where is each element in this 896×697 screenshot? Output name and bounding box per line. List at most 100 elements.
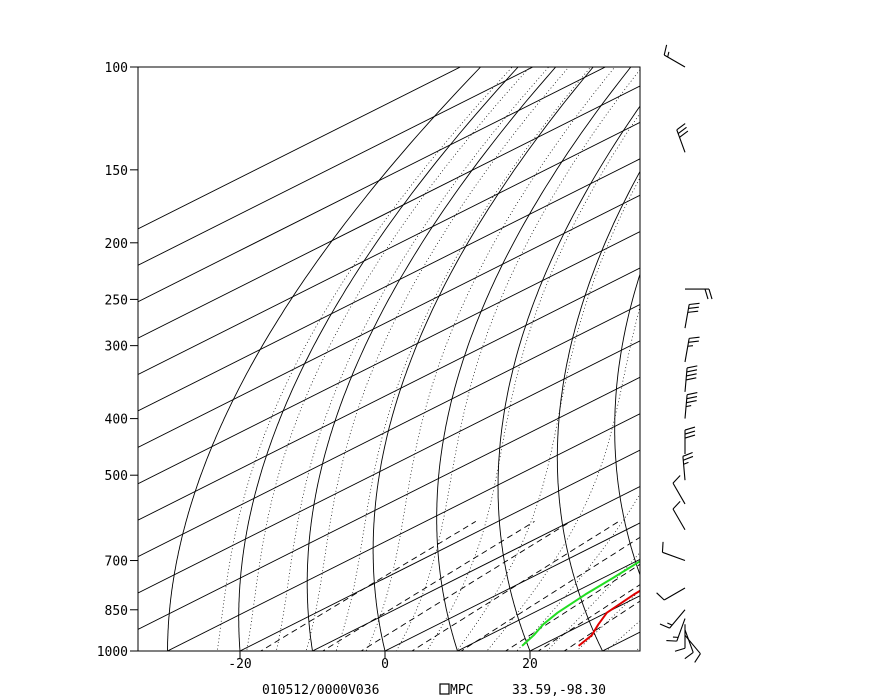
barb-flag	[684, 430, 696, 435]
barb-flag	[677, 126, 687, 134]
temperature-profile-line	[577, 589, 640, 647]
isotherm-line	[138, 85, 640, 339]
wind-barb	[663, 44, 686, 68]
wind-barb	[685, 288, 713, 300]
pressure-tick-label: 700	[105, 555, 128, 570]
barb-flag	[694, 653, 701, 663]
plot-frame	[137, 66, 641, 652]
barb-flag	[686, 400, 697, 404]
pressure-tick-label: 100	[105, 61, 128, 76]
barb-staff	[672, 508, 686, 531]
moist-adiabat-line	[246, 67, 531, 651]
dry-adiabat-line	[372, 67, 594, 651]
barb-flag	[689, 302, 700, 306]
barb-flag	[704, 288, 709, 300]
mixing-ratio-line	[460, 536, 640, 651]
barb-flag	[676, 123, 686, 131]
barb-flag	[688, 340, 699, 343]
isotherm-line	[311, 486, 640, 651]
dry-adiabat-line	[436, 67, 632, 651]
barb-flag	[688, 306, 699, 309]
pressure-tick-label: 300	[105, 340, 128, 355]
barb-half-flag	[685, 405, 692, 408]
wind-barb	[684, 629, 694, 660]
isotherm-line	[138, 67, 534, 266]
mixing-ratio-line	[321, 521, 535, 651]
dry-adiabat-line	[306, 67, 557, 651]
barb-flag	[689, 336, 700, 339]
dry-adiabat-line	[670, 54, 789, 663]
moist-adiabat-line	[216, 67, 513, 651]
barb-flag	[686, 373, 697, 377]
barb-flag	[661, 541, 664, 553]
isotherm-line	[138, 231, 640, 485]
wind-barb	[684, 426, 696, 455]
moist-adiabat-line	[305, 67, 570, 651]
barb-flag	[672, 500, 681, 510]
barb-half-flag	[667, 622, 673, 626]
temperature-tick-label: 20	[522, 657, 538, 672]
isotherm-line	[723, 40, 896, 663]
moist-adiabat-line	[426, 112, 640, 651]
barb-flag	[684, 651, 694, 660]
mixing-ratio-line	[537, 584, 640, 651]
barb-staff	[669, 609, 686, 629]
dry-adiabat-line	[724, 54, 829, 663]
pressure-tick-label: 250	[105, 293, 128, 308]
barb-staff	[684, 304, 690, 329]
footer: 010512/0000V036 MPC 33.59,-98.30	[262, 683, 606, 697]
barb-staff	[684, 629, 694, 653]
barb-half-flag	[683, 461, 689, 465]
barb-flag	[659, 623, 670, 629]
isotherm-line	[138, 340, 640, 594]
isotherm-line	[138, 121, 640, 376]
moist-adiabat-line	[576, 589, 640, 651]
wind-barb	[672, 500, 686, 531]
barb-flag	[708, 288, 713, 300]
dry-adiabat-line	[614, 272, 640, 577]
barb-half-flag	[667, 51, 670, 58]
dry-adiabat-line	[877, 54, 896, 663]
barb-flag	[685, 377, 697, 381]
barb-staff	[662, 551, 686, 562]
mixing-ratio-line	[259, 521, 477, 651]
isotherm-line	[138, 303, 640, 558]
wind-barb	[682, 451, 694, 481]
barb-staff	[684, 634, 701, 655]
wind-barb	[684, 302, 700, 329]
mixing-ratio-line	[563, 600, 640, 651]
dry-adiabat-line	[167, 67, 482, 651]
dry-adiabat-line	[776, 54, 896, 663]
wind-barb	[676, 123, 689, 153]
barb-flag	[674, 647, 686, 652]
dry-adiabat-line	[238, 67, 519, 651]
grid-layer	[138, 40, 896, 663]
moist-adiabat-line	[605, 620, 640, 651]
barb-half-flag	[687, 345, 694, 347]
isotherm-line	[528, 595, 640, 651]
barb-flag	[686, 369, 698, 373]
barb-flag	[686, 396, 698, 400]
barb-flag	[682, 451, 693, 457]
isotherm-line	[138, 67, 462, 230]
wind-barb	[659, 609, 686, 629]
profiles-layer	[521, 560, 640, 647]
pressure-tick-label: 1000	[97, 645, 128, 660]
wind-barb	[684, 634, 701, 663]
wind-barb	[672, 475, 686, 505]
barb-staff	[663, 587, 686, 601]
isotherm-line	[138, 67, 607, 303]
barb-staff	[672, 482, 686, 505]
moist-adiabat-line	[275, 67, 549, 651]
isotherm-line	[138, 376, 640, 630]
pressure-tick-label: 200	[105, 237, 128, 252]
barb-flag	[687, 310, 699, 313]
wind-barb	[674, 624, 686, 652]
wind-barb	[684, 392, 698, 419]
barb-flag	[672, 475, 681, 484]
isotherm-line	[138, 158, 640, 412]
mixing-ratio-line	[411, 521, 620, 651]
wind-barb	[661, 541, 686, 562]
isotherm-line	[138, 194, 640, 448]
